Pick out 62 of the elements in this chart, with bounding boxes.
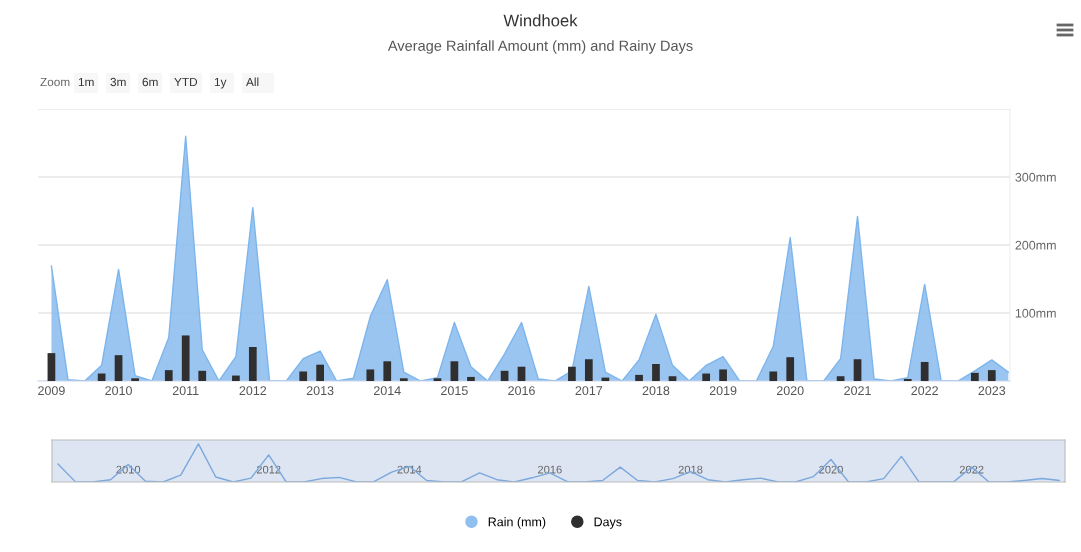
x-tick-label: 2020: [776, 386, 804, 396]
bar: [903, 378, 912, 381]
legend-label: Days: [594, 517, 622, 529]
bar: [248, 347, 257, 381]
bar: [399, 378, 408, 381]
bar: [853, 359, 862, 381]
bar: [584, 359, 593, 381]
bar: [467, 376, 475, 381]
x-tick-label: 2014: [373, 386, 401, 396]
x-tick-label: 2013: [306, 386, 334, 396]
x-tick-label: 2021: [844, 386, 871, 396]
bar: [668, 376, 677, 381]
text: All: [246, 77, 259, 87]
text: 6m: [142, 77, 158, 87]
bar: [920, 361, 929, 381]
bar: [383, 361, 392, 381]
x-tick-label: 2018: [678, 465, 703, 474]
y-tick-label: 200mm: [1015, 240, 1056, 250]
chart-subtitle: Average Rainfall Amount (mm) and Rainy Days: [387, 40, 693, 54]
y-tick-label: 300mm: [1015, 172, 1056, 182]
x-tick-label: 2018: [642, 386, 670, 396]
legend-label: Rain (mm): [488, 517, 546, 529]
bar: [47, 353, 56, 381]
bar: [987, 370, 996, 381]
bar: [702, 373, 711, 381]
bar: [181, 335, 190, 381]
x-tick-label: 2016: [538, 465, 562, 474]
bar: [198, 370, 207, 381]
bar: [299, 371, 308, 381]
bar: [568, 366, 576, 381]
x-tick-label: 2010: [105, 386, 132, 396]
x-tick-label: 2019: [709, 386, 737, 396]
bar: [114, 355, 123, 381]
y-tick-label: 100mm: [1015, 308, 1056, 318]
bar: [164, 370, 173, 381]
x-tick-label: 2011: [172, 386, 199, 396]
x-tick-label: 2015: [441, 386, 468, 396]
text: 1m: [78, 77, 94, 87]
bar: [836, 376, 845, 381]
bar: [769, 371, 778, 381]
bar: [786, 357, 795, 381]
bar: [366, 369, 375, 381]
x-tick-label: 2012: [239, 386, 267, 396]
text: 3m: [110, 77, 126, 87]
bar: [450, 361, 459, 381]
bar: [316, 364, 324, 381]
x-tick-label: 2022: [911, 386, 938, 396]
bar: [433, 378, 442, 381]
text: Zoom: [40, 77, 70, 87]
text: 1y: [214, 77, 227, 89]
chart-title: Windhoek: [503, 14, 578, 27]
bar: [131, 378, 139, 381]
x-tick-label: 2017: [575, 386, 603, 396]
bar: [635, 374, 643, 381]
bar: [719, 369, 727, 381]
bar: [652, 364, 660, 381]
x-tick-label: 2016: [508, 386, 535, 396]
text: YTD: [174, 77, 198, 87]
x-tick-label: 2023: [978, 386, 1006, 396]
x-tick-label: 2009: [38, 386, 65, 396]
bar: [232, 375, 240, 381]
bar: [971, 372, 979, 381]
